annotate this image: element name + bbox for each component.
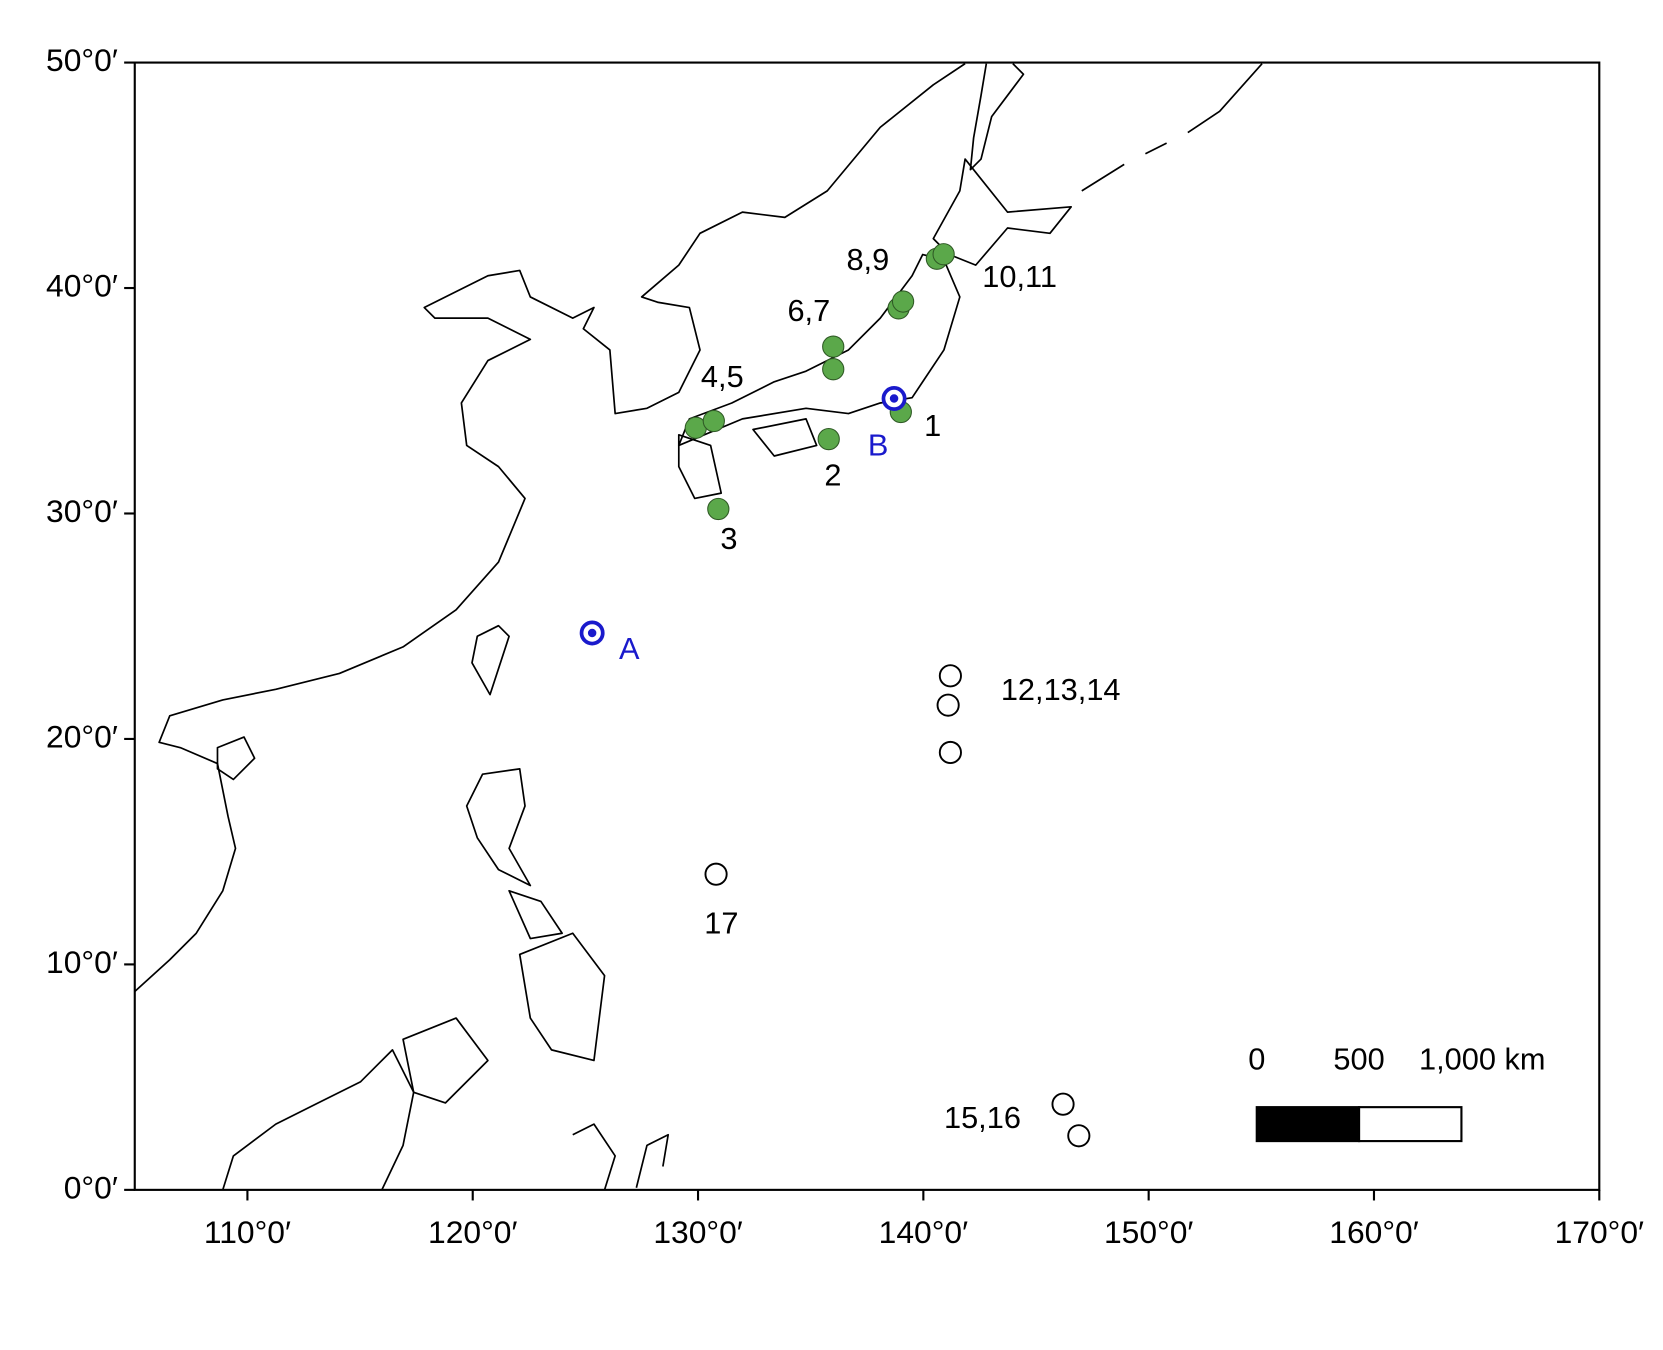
y-tick-label: 10°0′ [46,944,118,980]
coast-kamchatka [1081,63,1263,192]
x-tick-label: 120°0′ [428,1214,517,1250]
site-marker-filled [932,243,955,266]
x-tick-label: 150°0′ [1104,1214,1193,1250]
y-tick-label: 50°0′ [46,42,118,78]
site-label: 10,11 [982,259,1057,294]
site-label: 4,5 [701,359,744,394]
y-tick-label: 0°0′ [64,1169,118,1205]
coast-hainan [216,736,256,781]
site-marker-open [1067,1124,1091,1148]
coast-south [221,1049,415,1191]
x-tick-label: 130°0′ [653,1214,742,1250]
coast-mindanao [518,932,606,1062]
site-label: 17 [704,905,738,940]
scale-bar-label: 1,000 km [1419,1042,1545,1077]
coast-luzon [465,768,532,887]
coast-kyushu [677,433,723,500]
site-label: A [619,631,640,666]
coast-borneo [402,1017,489,1104]
site-marker-filled [702,409,725,433]
site-marker-filled [822,358,845,381]
site-label: 3 [720,521,737,556]
coast-hokkaido [932,158,1073,266]
x-tick-label: 170°0′ [1555,1214,1644,1250]
coast-shikoku [752,418,818,457]
site-label: 12,13,14 [1001,672,1121,707]
coastlines [134,62,1263,1191]
scale-bar-segment [1255,1106,1361,1143]
reference-point-center [889,394,899,403]
coast-visayas [508,889,563,940]
site-marker-filled [891,290,915,313]
coast-sulawesi [572,1123,670,1191]
site-marker-open [1051,1092,1075,1116]
site-marker-open [704,862,728,886]
site-label: 8,9 [846,242,889,277]
site-marker-open [938,740,962,765]
scale-bar-label: 0 [1248,1042,1265,1077]
coast-mainland [134,62,966,993]
site-label: 2 [824,457,841,492]
site-label: 1 [924,408,941,443]
site-marker-filled [822,335,845,358]
site-label: 6,7 [787,293,830,328]
plot-frame [133,61,1601,1191]
site-marker-open [938,664,962,688]
scale-bar-label: 500 [1333,1042,1384,1077]
reference-point-center [587,628,597,638]
scale-bar-segment [1358,1106,1463,1143]
y-tick-label: 40°0′ [46,267,118,303]
coast-taiwan [471,624,510,696]
site-marker-open [936,693,960,717]
x-tick-label: 110°0′ [204,1214,291,1250]
x-tick-label: 140°0′ [879,1214,968,1250]
y-tick-label: 20°0′ [46,718,118,754]
coast-sakhalin [969,63,1025,171]
site-label: 15,16 [944,1100,1021,1135]
site-marker-filled [817,427,840,451]
site-marker-filled [707,497,730,521]
site-label: B [868,427,889,462]
x-tick-label: 160°0′ [1329,1214,1418,1250]
y-tick-label: 30°0′ [46,493,118,529]
